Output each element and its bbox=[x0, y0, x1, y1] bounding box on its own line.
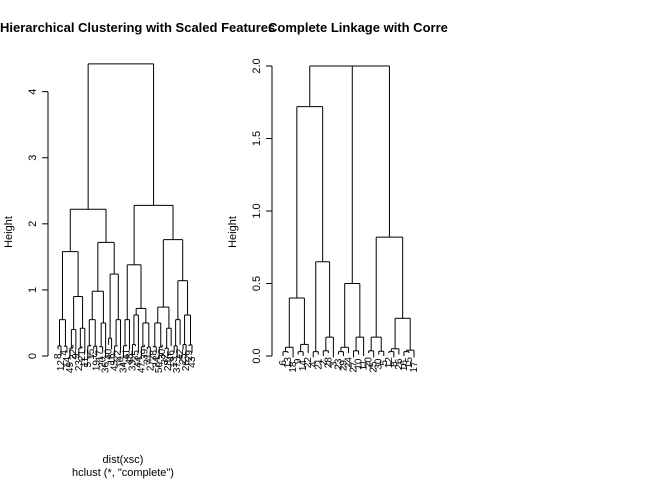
left-leaf-label: 40 bbox=[104, 348, 115, 360]
right-leaf-label: 26 bbox=[394, 358, 405, 370]
right-dendrogram bbox=[282, 65, 415, 358]
right-leaf-label: 17 bbox=[409, 361, 420, 373]
left-leaf-label: 8 bbox=[53, 353, 64, 359]
left-leaf-label: 14 bbox=[62, 356, 73, 368]
left-leaf-label: 5 bbox=[83, 362, 94, 368]
right-leaf-labels: 6131891422421228323292427101120253051282… bbox=[278, 357, 420, 373]
right-leaf-label: 8 bbox=[389, 361, 400, 367]
left-leaf-label: 45 bbox=[110, 360, 121, 372]
right-leaf-label: 14 bbox=[298, 360, 309, 372]
left-leaf-label: 21 bbox=[77, 350, 88, 362]
right-leaf-label: 20 bbox=[364, 357, 375, 369]
left-leaf-label: 39 bbox=[139, 348, 150, 360]
left-leaf-label: 44 bbox=[133, 356, 144, 368]
right-leaf-label: 23 bbox=[333, 358, 344, 370]
left-leaf-label: 9 bbox=[71, 353, 82, 359]
left-leaf-label: 42 bbox=[175, 348, 186, 360]
left-leaf-label: 23 bbox=[74, 360, 85, 372]
left-leaf-label: 38 bbox=[148, 350, 159, 362]
left-leaf-label: 27 bbox=[145, 360, 156, 372]
left-leaf-label: 37 bbox=[172, 362, 183, 374]
right-leaf-label: 16 bbox=[399, 360, 410, 372]
left-ylabel: Height bbox=[3, 216, 15, 248]
left-leaf-label: 22 bbox=[68, 348, 79, 360]
left-leaf-label: 32 bbox=[160, 353, 171, 365]
left-leaf-label: 24 bbox=[151, 356, 162, 368]
right-leaf-label: 25 bbox=[369, 361, 380, 373]
left-leaf-label: 17 bbox=[95, 350, 106, 362]
left-tick-label: 1 bbox=[27, 287, 39, 293]
right-leaf-label: 11 bbox=[359, 360, 370, 371]
left-leaf-label: 28 bbox=[163, 360, 174, 372]
left-tick-label: 2 bbox=[27, 221, 39, 227]
left-leaf-label: 34 bbox=[119, 362, 130, 374]
right-ylabel: Height bbox=[227, 216, 239, 248]
right-leaf-label: 6 bbox=[278, 360, 289, 366]
left-leaf-label: 10 bbox=[116, 356, 127, 368]
left-leaf-label: 11 bbox=[80, 356, 91, 367]
left-leaf-label: 50 bbox=[154, 362, 165, 374]
right-leaf-label: 28 bbox=[323, 357, 334, 369]
left-leaf-label: 16 bbox=[107, 353, 118, 365]
left-leaf-label: 25 bbox=[178, 353, 189, 365]
right-leaf-label: 10 bbox=[354, 358, 365, 370]
left-xlabel: dist(xsc) bbox=[103, 454, 144, 466]
right-leaf-label: 18 bbox=[288, 361, 299, 373]
left-leaf-label: 35 bbox=[130, 350, 141, 362]
right-leaf-label: 9 bbox=[293, 358, 304, 364]
left-leaf-label: 15 bbox=[86, 348, 97, 360]
right-tick-label: 1.5 bbox=[251, 131, 263, 146]
right-tick-label: 0.0 bbox=[251, 348, 263, 363]
left-leaf-label: 20 bbox=[98, 356, 109, 368]
left-leaf-label: 7 bbox=[89, 353, 100, 359]
left-leaf-label: 48 bbox=[124, 353, 135, 365]
right-leaf-label: 15 bbox=[404, 357, 415, 369]
left-leaf-label: 30 bbox=[157, 348, 168, 360]
left-tick-label: 3 bbox=[27, 155, 39, 161]
left-leaf-label: 13 bbox=[169, 356, 180, 368]
left-y-axis: 0 1 2 3 4 bbox=[27, 89, 49, 359]
left-leaf-label: 46 bbox=[166, 350, 177, 362]
left-leaf-label: 12 bbox=[56, 360, 67, 372]
right-leaf-label: 5 bbox=[379, 360, 390, 366]
right-leaf-label: 13 bbox=[283, 357, 294, 369]
left-tick-label: 4 bbox=[27, 89, 39, 95]
left-leaf-label: 49 bbox=[65, 362, 76, 374]
right-tick-label: 1.0 bbox=[251, 203, 263, 218]
left-leaf-label: 31 bbox=[142, 353, 153, 365]
left-leaf-label: 4 bbox=[59, 350, 70, 356]
right-leaf-label: 12 bbox=[384, 357, 395, 369]
left-tick-label: 0 bbox=[27, 353, 39, 359]
right-leaf-label: 2 bbox=[318, 360, 329, 366]
left-leaf-label: 43 bbox=[187, 356, 198, 368]
right-leaf-label: 21 bbox=[313, 358, 324, 370]
right-leaf-label: 30 bbox=[374, 358, 385, 370]
chart-title-left: Hierarchical Clustering with Scaled Feat… bbox=[0, 20, 275, 35]
left-dendrogram bbox=[57, 63, 193, 358]
left-leaf-label: 19 bbox=[92, 360, 103, 372]
left-leaf-label: 29 bbox=[184, 350, 195, 362]
left-leaf-label: 22 bbox=[113, 350, 124, 362]
left-leaf-label: 26 bbox=[181, 360, 192, 372]
right-leaf-label: 24 bbox=[344, 357, 355, 369]
right-tick-label: 0.5 bbox=[251, 276, 263, 291]
right-leaf-label: 27 bbox=[349, 361, 360, 373]
left-leaf-label: 33 bbox=[127, 360, 138, 372]
right-leaf-label: 29 bbox=[338, 360, 349, 372]
left-leaf-labels: 8124144922923211151571917203640164522103… bbox=[53, 348, 198, 373]
left-subtitle: hclust (*, "complete") bbox=[72, 467, 174, 479]
right-leaf-label: 4 bbox=[308, 361, 319, 367]
right-tick-label: 2.0 bbox=[251, 58, 263, 73]
left-leaf-label: 47 bbox=[136, 362, 147, 374]
right-y-axis: 0.0 0.5 1.0 1.5 2.0 bbox=[251, 58, 273, 364]
right-leaf-label: 22 bbox=[303, 357, 314, 369]
left-leaf-label: 41 bbox=[121, 348, 132, 360]
right-leaf-label: 3 bbox=[328, 361, 339, 367]
left-leaf-label: 36 bbox=[101, 362, 112, 374]
